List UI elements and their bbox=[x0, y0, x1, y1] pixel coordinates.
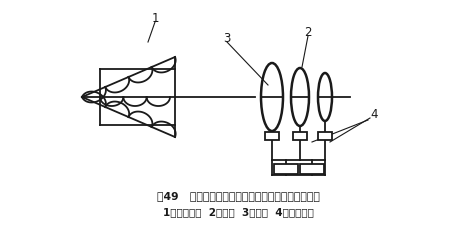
Text: 图49   绕线式电机转子线组与附加电阻的连接示意图: 图49 绕线式电机转子线组与附加电阻的连接示意图 bbox=[156, 191, 319, 201]
Text: 4: 4 bbox=[369, 109, 377, 121]
Bar bbox=[265, 132, 278, 140]
Text: 1: 1 bbox=[151, 11, 159, 24]
Text: 2: 2 bbox=[304, 25, 311, 38]
Text: 3: 3 bbox=[223, 31, 230, 45]
Bar bbox=[273, 164, 298, 174]
Bar bbox=[317, 132, 331, 140]
Bar bbox=[299, 164, 323, 174]
Text: 1．转子绕组  2．滑环  3．电刷  4．附加电阻: 1．转子绕组 2．滑环 3．电刷 4．附加电阻 bbox=[162, 207, 313, 217]
Bar bbox=[292, 132, 307, 140]
